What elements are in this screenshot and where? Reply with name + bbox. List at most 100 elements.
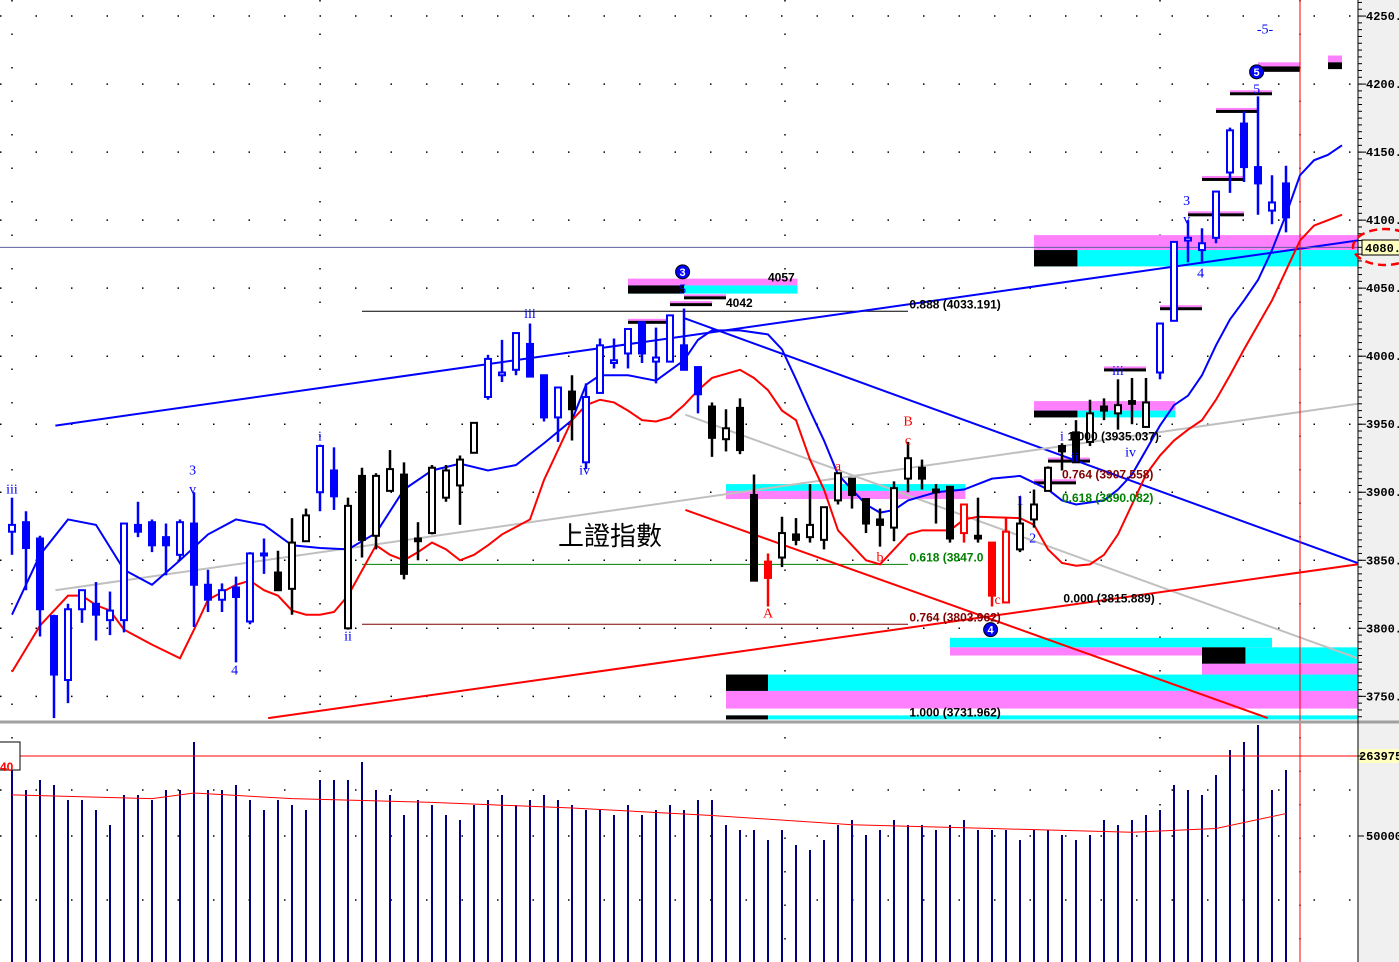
candle-body [442,469,450,499]
candle [638,321,646,363]
candle-body [680,344,688,371]
candle-body [568,390,576,411]
price-zone-band [726,490,966,500]
level-mark [1104,366,1146,369]
highlight-ellipse [1351,227,1399,267]
candle-body [1142,401,1150,428]
candle [428,465,436,535]
level-mark [1160,307,1202,311]
wave-label: 5 [1253,83,1260,98]
candle [1198,228,1206,264]
candle [1128,377,1136,425]
wave-label: b [877,551,884,566]
candle-body [1198,242,1206,252]
candle [624,327,632,369]
candle [750,474,758,582]
price-tick-label: 3850. [1366,554,1399,568]
candle-body [1254,166,1262,185]
candle-body [946,485,954,540]
price-tick-label: 4100. [1366,214,1399,228]
price-tick-label: 4250. [1366,10,1399,24]
candle [316,444,324,512]
candle-body [176,521,184,556]
price-zone-band [950,647,1272,656]
candle [722,409,730,452]
candle [610,338,618,369]
candle-body [470,421,478,454]
candle-body [806,523,814,539]
level-mark [1230,92,1272,96]
candle [862,498,870,534]
candle [526,323,534,378]
candle [1212,190,1220,244]
fib-label: 1.000 (3935.037) [1068,430,1159,444]
candle [400,462,408,580]
candle-body [50,615,58,676]
candle-body [554,386,562,419]
candle [1030,489,1038,528]
candle [1268,175,1276,225]
volume-tick-label: 50000 [1366,830,1399,844]
candle-body [78,589,86,611]
candle [918,459,926,490]
price-zone-band [726,674,1358,691]
price-zone-band [1202,663,1358,678]
candle-body [484,357,492,399]
candle-body [918,466,926,480]
candle [932,484,940,524]
price-zone-band [726,715,1358,720]
level-mark [628,320,670,324]
price-zone-block [1328,62,1342,70]
level-mark [684,294,726,297]
wave-label: -5- [1257,23,1274,38]
candle-body [1044,466,1052,492]
fib-label: 1.000 (3731.962) [909,706,1000,720]
wave-circle-label: 5 [1254,67,1260,79]
candle [64,603,72,704]
candle-body [148,521,156,547]
level-mark [628,318,670,321]
candle-body [876,518,884,526]
candle-body [456,458,464,487]
candle [792,518,800,546]
level-mark [1230,90,1272,93]
candle-body [1072,431,1080,464]
candle [1002,516,1010,604]
candle [162,523,170,576]
candle-body [1282,182,1290,219]
candle-body [1156,322,1164,374]
candle [232,576,240,663]
candle [484,354,492,400]
fib-label: 0.618 (3890.082) [1062,491,1153,505]
price-zone-band [950,637,1272,648]
candle-body [526,342,534,378]
candle [1114,379,1122,430]
fib-label: 4057 [768,270,795,284]
candle-body [834,472,842,502]
candle [372,473,380,550]
candle-body [1086,412,1094,443]
wave-label: iii [524,307,536,322]
candle [1184,220,1192,263]
candle-body [722,427,730,441]
wave-circle [983,622,999,638]
candle [680,308,688,371]
candle-body [820,506,828,541]
candle-body [302,514,310,543]
candle-body [386,468,394,492]
candle-body [8,523,16,533]
candle [456,455,464,525]
candle [876,508,884,547]
price-zone-block [1258,66,1300,72]
wave-label: c [994,593,1000,608]
candle-body [414,537,422,543]
fib-label: 4042 [726,296,753,310]
volume-moving-average [11,792,1287,833]
candle [1058,443,1066,471]
candle [442,465,450,502]
candle [848,477,856,509]
level-mark [1216,109,1258,113]
candle-body [694,366,702,396]
level-mark [1202,177,1244,181]
